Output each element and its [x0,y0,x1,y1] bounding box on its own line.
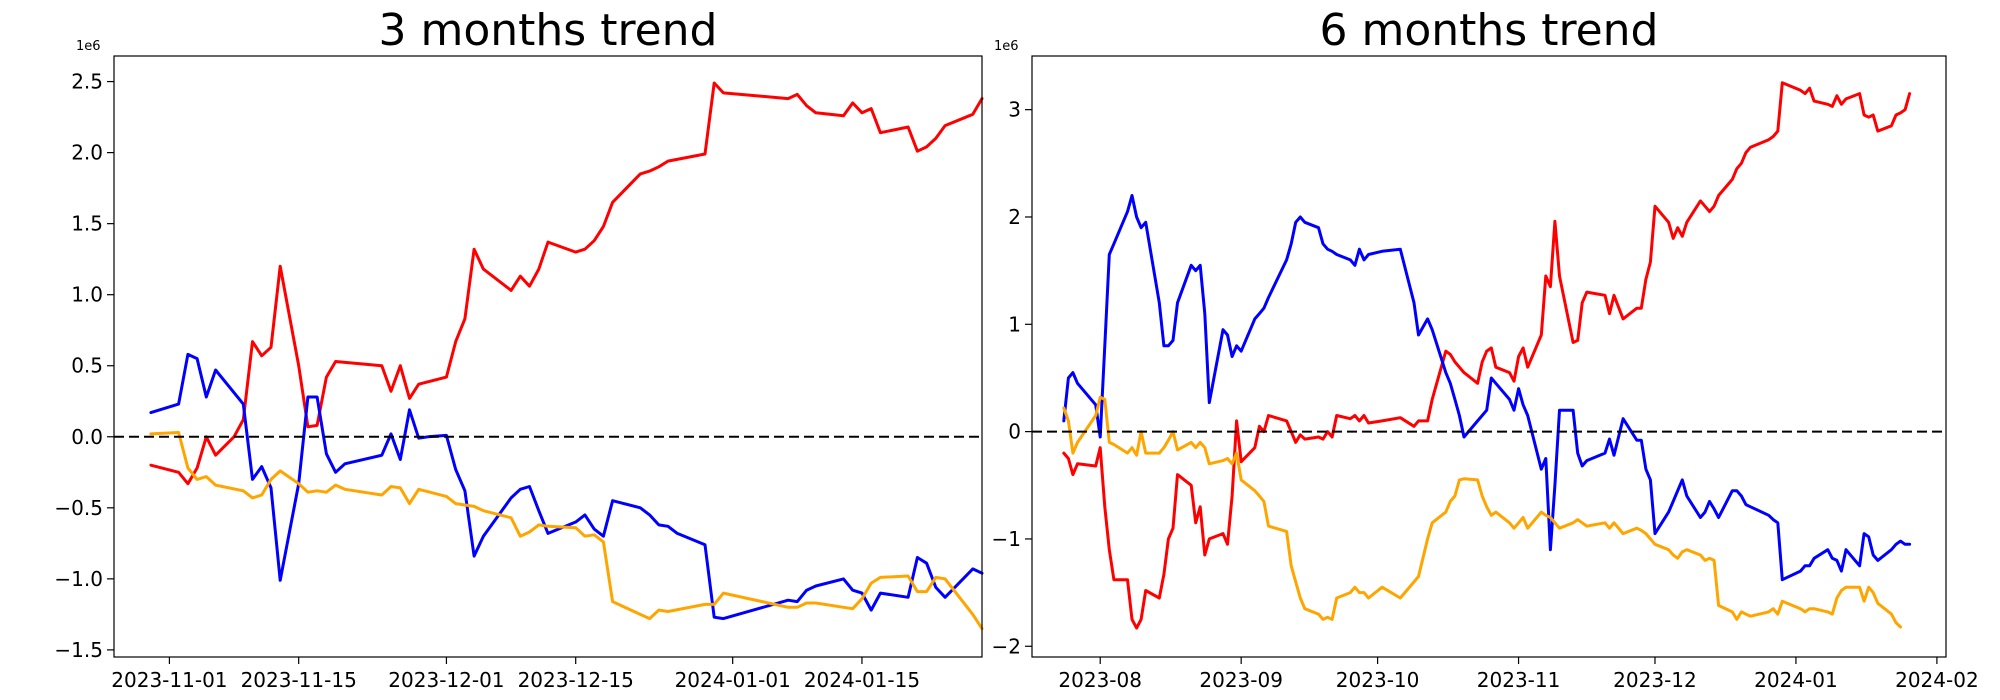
series-line-2 [149,352,984,621]
chart-3-months-panel: 3 months trend 1e6 −1.5 −1.0 −0.5 0.0 0.5 1.0 1.… [54,5,984,692]
x-tick-label: 2024-01-01 [675,668,791,692]
y-tick-label: −1.0 [54,567,103,591]
y-tick-label: 0.5 [71,354,103,378]
x-tick-label: 2023-09 [1199,668,1283,692]
y-tick-label: 2.5 [71,70,103,94]
y-tick-label: 3 [1008,98,1021,122]
y-tick-label: 1.5 [71,212,103,236]
y-tick-label: −1 [992,527,1021,551]
y-tick-label: 2.0 [71,141,103,165]
series-line-3 [1062,395,1902,629]
x-tick-label: 2023-11-15 [241,668,357,692]
x-tick-label: 2024-01-15 [804,668,920,692]
chart-6-months-panel: 6 months trend 1e6 −2 −1 0 1 2 3 2023-08 2023-09 2… [992,5,1979,692]
y-tick-label: −0.5 [54,496,103,520]
x-tick-label: 2023-08 [1058,668,1142,692]
series-line-1 [1062,81,1912,630]
x-tick-label: 2023-12 [1613,668,1697,692]
x-tick-label: 2023-10 [1336,668,1420,692]
x-tick-label: 2024-01 [1754,668,1838,692]
y-offset-label: 1e6 [994,39,1019,54]
y-tick-label: 1 [1008,312,1021,336]
y-tick-label: 0.0 [71,425,103,449]
x-tick-label: 2023-12-01 [388,668,504,692]
chart-title: 3 months trend [379,5,718,56]
x-tick-label: 2023-11-01 [111,668,227,692]
y-tick-label: −2 [992,634,1021,658]
plot-frame [1031,55,1947,658]
series-line-3 [149,431,984,631]
y-tick-label: −1.5 [54,638,103,662]
series-line-2 [1062,194,1912,582]
y-tick-label: 2 [1008,205,1021,229]
series-line-1 [149,81,984,486]
y-offset-label: 1e6 [76,39,101,54]
y-tick-label: 1.0 [71,283,103,307]
x-tick-label: 2023-12-15 [518,668,634,692]
chart-title: 6 months trend [1320,5,1659,56]
x-tick-label: 2023-11 [1477,668,1561,692]
y-tick-label: 0 [1008,420,1021,444]
plot-frame [113,55,983,658]
x-tick-label: 2024-02 [1895,668,1979,692]
